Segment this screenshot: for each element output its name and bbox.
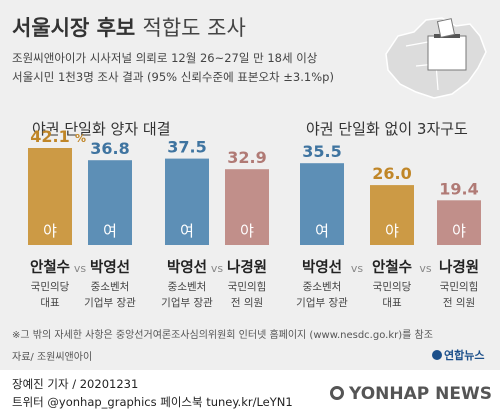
matchup1-candidate1-desc2: 대표 xyxy=(40,297,60,309)
matchup2-candidate1-desc1: 중소벤처 xyxy=(168,281,207,293)
matchup2-candidate2-party-mark: 야 xyxy=(240,222,254,240)
three-way-candidate2-party-mark: 야 xyxy=(385,222,399,240)
three-way-candidate2-desc1: 국민의당 xyxy=(373,281,412,293)
three-way-candidate2-bar xyxy=(370,185,414,245)
matchup2-candidate1-desc2: 기업부 장관 xyxy=(161,296,213,309)
seoul-map-ballot-box-icon xyxy=(385,17,487,99)
three-way-candidate2-value-label: 26.0 xyxy=(372,164,411,183)
matchup1-candidate1-bar xyxy=(28,148,72,245)
matchup1-candidate1-party-mark: 야 xyxy=(43,222,57,240)
three-way-candidate3-bar xyxy=(437,200,481,245)
survey-desc-line2: 서울시민 1천3명 조사 결과 (95% 신뢰수준에 표본오차 ±3.1%p) xyxy=(12,70,334,84)
infographic-card: 서울시장 후보 적합도 조사 조원씨앤아이가 시사저널 의뢰로 12월 26~2… xyxy=(0,0,500,370)
three-way-candidate1-desc2: 기업부 장관 xyxy=(296,296,348,309)
three-way-candidate3-desc1: 국민의힘 xyxy=(440,281,479,293)
three-way-vs-label-2: vs xyxy=(419,262,432,275)
three-way-candidate3-party-mark: 야 xyxy=(452,222,466,240)
matchup1-candidate1-name: 안철수 xyxy=(30,258,70,276)
matchup2-vs-label: vs xyxy=(211,262,224,275)
matchup2-candidate2-desc2: 전 의원 xyxy=(231,297,263,309)
matchup2-candidate1-name: 박영선 xyxy=(167,258,207,276)
yonhap-logo-icon xyxy=(432,350,442,360)
three-way-candidate2-desc2: 대표 xyxy=(382,297,402,309)
matchup2-candidate2-name: 나경원 xyxy=(227,258,267,276)
matchup2-candidate1-bar xyxy=(165,158,209,245)
matchup1-candidate1-value-label: 42.1 xyxy=(30,127,69,146)
social-line: 트위터 @yonhap_graphics 페이스북 tuney.kr/LeYN1 xyxy=(12,395,293,409)
matchup2-candidate2-bar xyxy=(225,169,269,245)
three-way-candidate1-name: 박영선 xyxy=(302,258,342,276)
survey-desc-line1: 조원씨앤아이가 시사저널 의뢰로 12월 26~27일 만 18세 이상 xyxy=(12,51,318,65)
chart-title-three-way: 야권 단일화 없이 3자구도 xyxy=(306,120,468,138)
matchup1-candidate2-party-mark: 여 xyxy=(103,222,117,240)
footnote: ※그 밖의 자세한 사항은 중앙선거여론조사심의위원회 인터넷 홈페이지 (ww… xyxy=(12,330,433,341)
matchup2-candidate1-value-label: 37.5 xyxy=(167,138,206,157)
matchup2-candidate1-party-mark: 여 xyxy=(180,222,194,240)
matchup1-vs-label: vs xyxy=(74,262,87,275)
three-way-candidate3-name: 나경원 xyxy=(439,258,479,276)
three-way-candidate3-value-label: 19.4 xyxy=(439,179,478,198)
matchup1-candidate2-bar xyxy=(88,160,132,245)
yonhap-watermark: YONHAP NEWS xyxy=(330,384,492,404)
yonhap-watermark-icon xyxy=(330,386,344,400)
yonhap-logo: 연합뉴스 xyxy=(432,347,484,363)
three-way-candidate1-party-mark: 여 xyxy=(315,222,329,240)
matchup1-candidate2-desc2: 기업부 장관 xyxy=(84,296,136,309)
matchup2-candidate2-desc1: 국민의힘 xyxy=(228,281,267,293)
three-way-candidate1-value-label: 35.5 xyxy=(302,142,341,161)
matchup1-candidate1-desc1: 국민의당 xyxy=(31,281,70,293)
matchup1-candidate2-desc1: 중소벤처 xyxy=(91,281,130,293)
source-text: 자료/ 조원씨앤아이 xyxy=(12,352,93,363)
matchup2-candidate2-value-label: 32.9 xyxy=(227,148,266,167)
three-way-candidate2-name: 안철수 xyxy=(372,258,412,276)
matchup1-candidate2-name: 박영선 xyxy=(90,258,130,276)
three-way-vs-label-1: vs xyxy=(351,262,364,275)
matchup1-candidate1-unit-label: % xyxy=(75,132,86,145)
three-way-candidate1-bar xyxy=(300,163,344,245)
three-way-candidate3-desc2: 전 의원 xyxy=(443,297,475,309)
author-line: 장예진 기자 / 20201231 xyxy=(12,377,139,391)
matchup1-candidate2-value-label: 36.8 xyxy=(90,139,129,158)
chart-title-two-way: 야권 단일화 양자 대결 xyxy=(32,120,171,138)
page-title: 서울시장 후보 적합도 조사 xyxy=(12,16,246,40)
three-way-candidate1-desc1: 중소벤처 xyxy=(303,281,342,293)
